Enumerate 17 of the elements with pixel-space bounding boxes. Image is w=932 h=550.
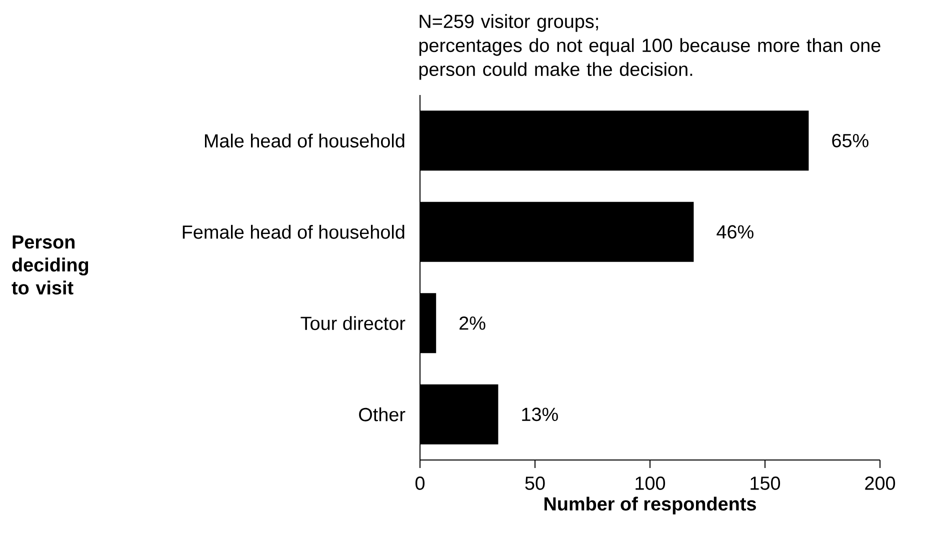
y-tick-label: Female head of household (182, 224, 404, 239)
x-tick-label: 50 (525, 476, 545, 490)
y-tick-label: Other (359, 407, 406, 422)
x-tick-label: 0 (415, 476, 425, 490)
y-tick-label: Male head of household (204, 134, 404, 148)
text: N=259 visitor groups; (420, 14, 598, 32)
x-tick-label: 100 (636, 476, 666, 490)
text: Person deciding to visit (12, 235, 88, 295)
x-axis-title: Number of respondents (544, 496, 756, 514)
x-tick-label: 200 (865, 476, 896, 490)
y-tick-label: Tour director (300, 316, 406, 330)
annotation: 13% (522, 408, 558, 422)
x-tick-label: 150 (750, 476, 780, 490)
annotation: 46% (716, 225, 754, 239)
annotation: 2% (460, 316, 486, 330)
annotation: 65% (832, 134, 868, 148)
text: percentages do not equal 100 because more than one person could make the decision. (419, 38, 880, 80)
